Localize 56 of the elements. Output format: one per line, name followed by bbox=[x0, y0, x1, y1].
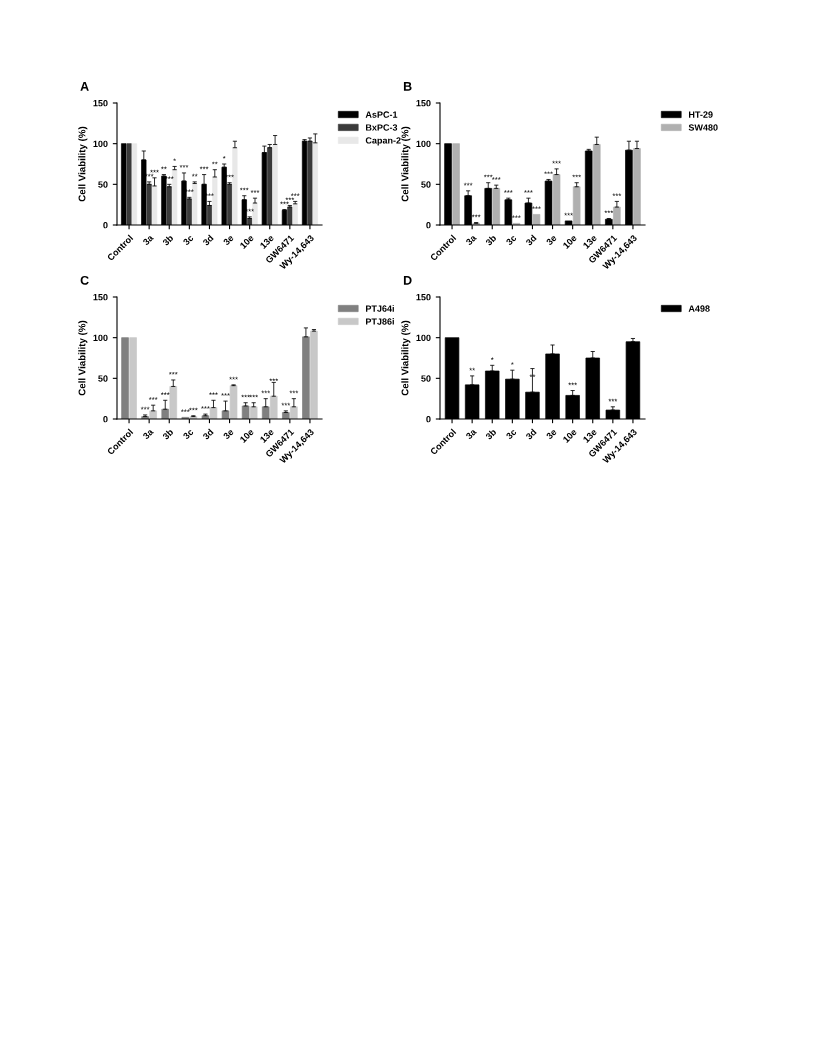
x-tick-label: 10e bbox=[562, 234, 578, 249]
x-tick-label: 3e bbox=[222, 234, 235, 246]
chart-title: D bbox=[403, 276, 412, 285]
x-tick-label: 3d bbox=[525, 428, 537, 441]
x-tick-label: 3e bbox=[545, 428, 558, 440]
x-tick-label: 3d bbox=[202, 428, 214, 441]
y-tick-label: 150 bbox=[93, 293, 108, 301]
y-tick-label: 0 bbox=[426, 415, 431, 423]
x-tick-label: 3e bbox=[545, 234, 558, 246]
legend-label: AsPC-1 bbox=[365, 111, 398, 118]
y-axis-title: Cell Viability (%) bbox=[78, 126, 88, 202]
chart-title: C bbox=[80, 275, 89, 285]
legend-label: HT-29 bbox=[689, 111, 713, 118]
x-tick-label: 3d bbox=[202, 234, 214, 247]
x-tick-label: 10e bbox=[239, 428, 255, 443]
legend-label: PTJ64i bbox=[366, 305, 394, 312]
x-tick-label: 3a bbox=[142, 428, 154, 440]
chart-title: A bbox=[80, 82, 89, 91]
x-tick-label: 3c bbox=[182, 428, 194, 440]
y-tick-label: 0 bbox=[103, 221, 108, 229]
x-tick-label: 3c bbox=[182, 234, 194, 246]
x-tick-label: 3a bbox=[465, 234, 477, 246]
x-tick-label: 3a bbox=[142, 234, 154, 246]
x-tick-label: 10e bbox=[562, 428, 578, 443]
legend-label: PTJ86i bbox=[366, 318, 394, 325]
x-tick-label: 3e bbox=[222, 428, 235, 440]
x-tick-label: 3b bbox=[161, 428, 174, 441]
y-tick-label: 100 bbox=[416, 334, 431, 342]
legend-label: SW480 bbox=[688, 124, 718, 131]
y-tick-label: 50 bbox=[421, 375, 431, 382]
y-tick-label: 150 bbox=[416, 99, 431, 107]
x-tick-label: 3a bbox=[465, 428, 477, 440]
y-tick-label: 50 bbox=[98, 375, 108, 382]
y-tick-label: 50 bbox=[98, 181, 108, 188]
y-axis-title: Cell Viability (%) bbox=[78, 320, 88, 396]
y-tick-label: 0 bbox=[426, 221, 431, 229]
x-tick-label: 3b bbox=[161, 234, 174, 247]
x-tick-label: 3b bbox=[484, 428, 497, 441]
y-tick-label: 100 bbox=[93, 334, 108, 342]
y-axis-title: Cell Viability (%) bbox=[401, 126, 411, 202]
y-tick-label: 100 bbox=[416, 140, 431, 148]
x-tick-label: 3c bbox=[505, 428, 517, 440]
x-tick-label: 3c bbox=[505, 234, 517, 246]
x-tick-label: 3d bbox=[525, 234, 537, 247]
chart-title: B bbox=[403, 82, 412, 91]
y-axis-title: Cell Viability (%) bbox=[401, 320, 411, 396]
x-tick-label: 3b bbox=[484, 234, 497, 247]
legend-label: BxPC-3 bbox=[366, 124, 398, 131]
x-tick-label: 10e bbox=[239, 234, 255, 249]
y-tick-label: 150 bbox=[416, 293, 431, 301]
y-tick-label: 50 bbox=[421, 181, 431, 188]
y-tick-label: 150 bbox=[93, 99, 108, 107]
y-tick-label: 0 bbox=[103, 415, 108, 423]
legend-label: A498 bbox=[688, 305, 710, 312]
y-tick-label: 100 bbox=[93, 140, 108, 148]
legend-label: Capan-2 bbox=[365, 137, 401, 146]
